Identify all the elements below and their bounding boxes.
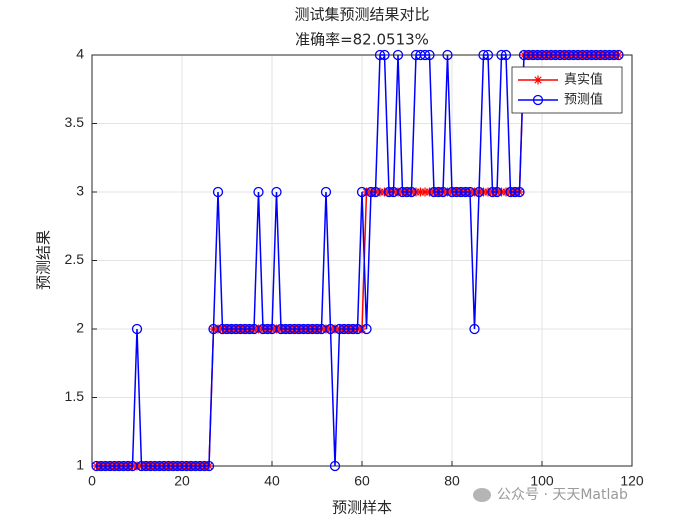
marker-circle [347, 323, 359, 335]
legend-label: 预测值 [564, 92, 603, 108]
y-tick-label: 2 [76, 320, 84, 336]
y-tick-label: 1 [76, 457, 84, 473]
marker-circle [442, 49, 453, 61]
marker-circle [131, 323, 143, 335]
marker-circle [262, 323, 273, 335]
marker-circle [244, 323, 255, 335]
watermark-icon [473, 488, 491, 502]
series [91, 49, 624, 472]
x-axis-label: 预测样本 [332, 499, 392, 517]
marker-circle [311, 323, 323, 335]
axes-box [91, 54, 633, 467]
marker-circle [212, 186, 224, 198]
marker-circle [509, 186, 521, 198]
x-tick-label: 20 [174, 473, 190, 489]
marker-circle [329, 460, 341, 472]
marker-circle [532, 94, 544, 106]
marker-circle [496, 49, 507, 61]
marker-circle [419, 49, 431, 61]
y-tick-label: 3 [76, 183, 84, 199]
x-tick-label: 0 [88, 473, 96, 489]
marker-star [533, 75, 543, 85]
marker-circle [401, 186, 413, 198]
marker-circle [487, 186, 498, 198]
marker-circle [379, 49, 390, 61]
marker-circle [491, 186, 503, 198]
marker-circle [361, 323, 372, 335]
marker-circle [608, 49, 620, 61]
y-tick-label: 2.5 [65, 251, 85, 267]
marker-circle [482, 49, 494, 61]
chart-title: 测试集预测结果对比 [294, 6, 429, 24]
y-tick-label: 4 [76, 46, 84, 62]
legend-box [511, 66, 623, 114]
marker-circle [365, 186, 377, 198]
marker-circle [460, 186, 471, 198]
marker-circle [370, 186, 381, 198]
x-tick-label: 60 [354, 473, 370, 489]
y-tick-label: 3.5 [65, 114, 85, 130]
marker-circle [478, 49, 489, 61]
marker-circle [392, 49, 404, 61]
x-tick-label: 40 [264, 473, 280, 489]
marker-circle [271, 186, 282, 198]
marker-circle [406, 186, 417, 198]
marker-circle [320, 186, 332, 198]
y-axis-label: 预测结果 [35, 230, 53, 290]
marker-circle [613, 49, 624, 61]
marker-circle [433, 186, 444, 198]
marker-circle [514, 186, 525, 198]
x-tick-label: 80 [444, 473, 460, 489]
marker-circle [424, 49, 435, 61]
legend-label: 真实值 [564, 72, 603, 88]
x-tick-label: 100 [530, 473, 554, 489]
y-tick-label: 1.5 [65, 388, 85, 404]
marker-circle [253, 186, 264, 198]
marker-circle [473, 186, 485, 198]
marker-circle [383, 186, 395, 198]
marker-circle [203, 460, 215, 472]
marker-circle [469, 323, 480, 335]
marker-circle [374, 49, 386, 61]
chart-subtitle: 准确率=82.0513% [295, 31, 429, 49]
marker-circle [199, 460, 210, 472]
marker-circle [122, 460, 134, 472]
marker-circle [500, 49, 512, 61]
watermark: 公众号 · 天天Matlab [473, 487, 628, 503]
x-tick-label: 120 [620, 473, 644, 489]
watermark-text: 公众号 · 天天Matlab [497, 487, 628, 503]
